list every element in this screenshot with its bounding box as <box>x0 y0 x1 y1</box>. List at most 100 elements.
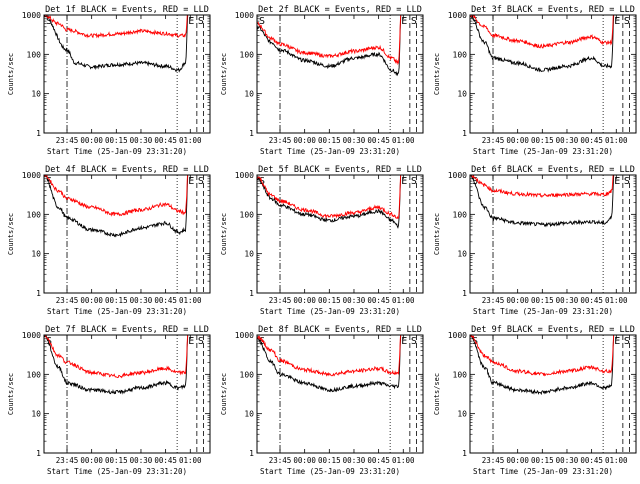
y-tick-label: 100 <box>453 210 468 219</box>
panel-title: Det 1f BLACK = Events, RED = LLD <box>45 5 209 15</box>
y-tick-label: 1 <box>249 129 254 138</box>
x-tick-label: 00:00 <box>293 136 316 145</box>
marker-s-end: S <box>411 336 417 347</box>
panel-9f: Det 9f BLACK = Events, RED = LLD Counts/s… <box>433 325 637 476</box>
lld-series-line <box>257 15 402 66</box>
events-series-line <box>44 175 189 238</box>
marker-s-end: S <box>198 336 204 347</box>
events-series-line <box>470 15 615 73</box>
y-tick-label: 1 <box>462 129 467 138</box>
y-axis-label: Counts/sec <box>433 373 441 415</box>
panel-2f: Det 2f BLACK = Events, RED = LLD Counts/s… <box>220 5 424 156</box>
y-tick-label: 10 <box>31 90 41 99</box>
panel-5f: Det 5f BLACK = Events, RED = LLD Counts/s… <box>220 165 424 316</box>
x-tick-label: 00:00 <box>506 456 529 465</box>
y-tick-label: 100 <box>27 50 42 59</box>
x-tick-label: 00:00 <box>506 136 529 145</box>
x-tick-label: 00:45 <box>580 456 603 465</box>
x-tick-label: 01:00 <box>392 456 415 465</box>
x-tick-label: 23:45 <box>482 296 505 305</box>
x-tick-label: 23:45 <box>269 296 292 305</box>
marker-s-end: S <box>198 16 204 27</box>
x-axis-label: Start Time (25-Jan-09 23:31:20) <box>47 147 187 156</box>
plot-frame <box>469 334 637 454</box>
y-tick-label: 1000 <box>22 11 41 20</box>
y-tick-label: 10 <box>457 250 467 259</box>
marker-s-start: S <box>259 16 265 27</box>
x-tick-label: 00:30 <box>130 296 153 305</box>
y-tick-label: 100 <box>453 50 468 59</box>
y-tick-label: 10 <box>244 410 254 419</box>
y-tick-label: 100 <box>240 370 255 379</box>
y-tick-label: 1000 <box>235 331 254 340</box>
x-tick-label: 01:00 <box>605 456 628 465</box>
marker-s-end: S <box>624 176 630 187</box>
y-tick-label: 10 <box>244 90 254 99</box>
y-tick-label: 1000 <box>235 11 254 20</box>
y-tick-label: 100 <box>240 50 255 59</box>
events-series-line <box>44 335 189 395</box>
x-tick-label: 00:15 <box>318 136 341 145</box>
x-axis-label: Start Time (25-Jan-09 23:31:20) <box>260 467 400 476</box>
panel-7f: Det 7f BLACK = Events, RED = LLD Counts/s… <box>7 325 211 476</box>
plot-frame <box>43 14 211 134</box>
marker-s-start: S <box>46 16 52 27</box>
marker-e: E <box>401 16 407 27</box>
lld-series-line <box>257 175 402 220</box>
y-tick-label: 1000 <box>22 331 41 340</box>
x-tick-label: 01:00 <box>179 136 202 145</box>
events-series-line <box>470 175 615 228</box>
events-series-line <box>257 15 402 77</box>
y-tick-label: 10 <box>31 410 41 419</box>
marker-e: E <box>401 176 407 187</box>
plot-frame <box>256 14 424 134</box>
marker-s-end: S <box>198 176 204 187</box>
events-series-line <box>44 15 189 73</box>
y-tick-label: 1 <box>36 129 41 138</box>
marker-s-end: S <box>411 176 417 187</box>
y-tick-label: 1 <box>36 289 41 298</box>
events-series-line <box>257 175 402 229</box>
x-tick-label: 00:00 <box>293 456 316 465</box>
lld-series-line <box>470 15 614 49</box>
y-tick-label: 1 <box>249 449 254 458</box>
marker-e: E <box>614 16 620 27</box>
y-tick-label: 1000 <box>235 171 254 180</box>
x-axis-label: Start Time (25-Jan-09 23:31:20) <box>260 147 400 156</box>
y-axis-label: Counts/sec <box>7 213 15 255</box>
marker-e: E <box>188 336 194 347</box>
x-tick-label: 00:45 <box>154 456 177 465</box>
x-tick-label: 00:15 <box>318 296 341 305</box>
x-tick-label: 00:00 <box>80 136 103 145</box>
plot-frame <box>469 174 637 294</box>
y-tick-label: 10 <box>457 90 467 99</box>
x-tick-label: 01:00 <box>605 136 628 145</box>
plot-frame <box>469 14 637 134</box>
y-tick-label: 1000 <box>448 331 467 340</box>
x-tick-label: 00:45 <box>154 136 177 145</box>
panel-8f: Det 8f BLACK = Events, RED = LLD Counts/s… <box>220 325 424 476</box>
y-tick-label: 1 <box>462 449 467 458</box>
y-tick-label: 1000 <box>448 171 467 180</box>
marker-s-end: S <box>624 336 630 347</box>
x-tick-label: 23:45 <box>56 296 79 305</box>
lld-series-line <box>44 335 189 379</box>
marker-s-end: S <box>624 16 630 27</box>
x-tick-label: 01:00 <box>179 456 202 465</box>
lld-series-line <box>470 335 615 377</box>
x-tick-label: 00:30 <box>343 456 366 465</box>
panel-title: Det 3f BLACK = Events, RED = LLD <box>471 5 635 15</box>
y-tick-label: 10 <box>457 410 467 419</box>
x-tick-label: 00:00 <box>293 296 316 305</box>
lld-series-line <box>257 335 401 377</box>
marker-s-start: S <box>472 176 478 187</box>
panel-title: Det 4f BLACK = Events, RED = LLD <box>45 165 209 175</box>
x-tick-label: 23:45 <box>482 136 505 145</box>
x-tick-label: 00:15 <box>531 296 554 305</box>
x-axis-label: Start Time (25-Jan-09 23:31:20) <box>473 147 613 156</box>
y-tick-label: 1000 <box>22 171 41 180</box>
y-axis-label: Counts/sec <box>220 53 228 95</box>
marker-e: E <box>188 176 194 187</box>
x-tick-label: 00:30 <box>130 136 153 145</box>
marker-e: E <box>401 336 407 347</box>
